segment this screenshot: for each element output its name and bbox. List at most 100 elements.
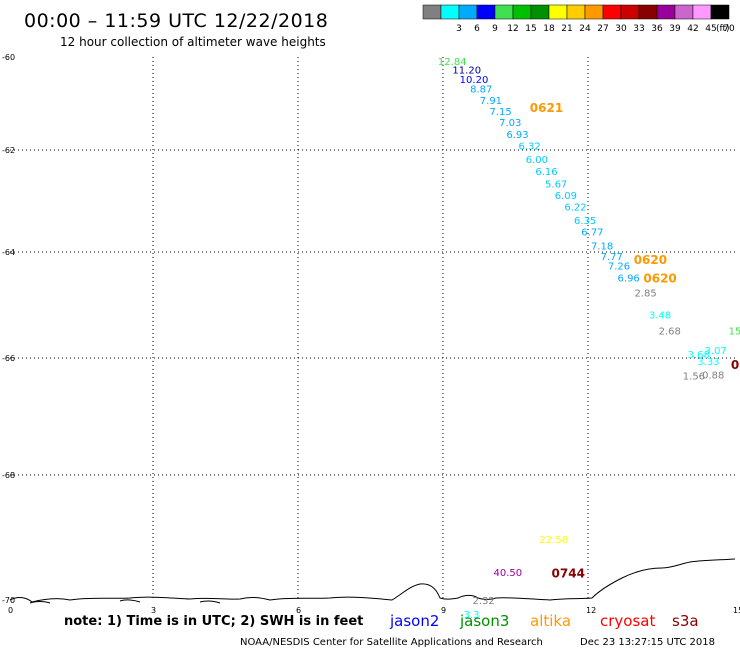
legend-bin-label: 27: [597, 24, 608, 34]
legend-swatch: [458, 4, 478, 20]
wave-height-label: 2.32: [473, 596, 495, 607]
satellite-name: jason2: [389, 612, 439, 630]
legend-bin-label: 15: [525, 24, 536, 34]
legend-bin-label: 9: [492, 24, 498, 34]
wave-height-label: 2.85: [634, 288, 656, 299]
legend-swatch: [422, 4, 442, 20]
legend-bin-label: 18: [543, 24, 555, 34]
legend-swatch: [512, 4, 532, 20]
legend-swatch: [548, 4, 568, 20]
y-tick-label: -62: [2, 146, 15, 155]
wave-height-label: 22.58: [539, 535, 568, 546]
legend-swatch: [602, 4, 622, 20]
pass-time-label: 0620: [643, 271, 676, 285]
wave-height-label: 6.35: [574, 216, 596, 227]
wave-height-label: 2.68: [659, 326, 681, 337]
wave-height-label: 7.77: [601, 252, 623, 263]
legend-swatch: [584, 4, 604, 20]
satellite-legend: jason2 jason3 altika cryosat s3a: [389, 612, 699, 630]
satellite-name: altika: [530, 612, 571, 630]
y-tick-label: -66: [2, 354, 15, 363]
x-tick-label: 15: [733, 606, 740, 615]
wave-height-label: 5.67: [545, 180, 567, 191]
wave-height-label: 6.09: [555, 191, 577, 202]
footer-timestamp: Dec 23 13:27:15 UTC 2018: [580, 637, 715, 648]
wave-height-label: 3.68: [688, 350, 710, 361]
wave-height-label: 3.07: [705, 346, 727, 357]
legend-swatch: [566, 4, 586, 20]
wave-height-label: 11.20: [452, 66, 481, 77]
wave-height-label: 1.56: [683, 372, 705, 383]
x-tick-label: 3: [151, 606, 156, 615]
wave-height-label: 12.84: [438, 57, 467, 68]
legend-bin-label: 33: [633, 24, 644, 34]
wave-height-label: 3.3: [464, 610, 480, 621]
legend-swatch: [674, 4, 694, 20]
y-tick-label: -70: [2, 596, 15, 605]
satellite-name: jason3: [459, 612, 509, 630]
wave-height-label: 7.26: [608, 261, 630, 272]
wave-height-label: 6.16: [535, 167, 557, 178]
wave-height-label: 6.00: [526, 155, 548, 166]
wave-height-label: 10.20: [460, 75, 489, 86]
x-tick-label: 6: [296, 606, 301, 615]
pass-time-label: 0621: [530, 101, 563, 115]
wave-height-label: 7.91: [480, 96, 502, 107]
y-tick-label: -68: [2, 471, 15, 480]
chart-title: 00:00 – 11:59 UTC 12/22/2018: [24, 10, 328, 32]
y-tick-label: -64: [2, 248, 15, 257]
coastline: [9, 558, 736, 604]
legend-unit-label: (ft): [716, 24, 730, 34]
legend-bin-label: 45: [705, 24, 716, 34]
legend-swatch: [476, 4, 496, 20]
legend-bin-label: 42: [687, 24, 698, 34]
wave-height-label: 6.22: [564, 203, 586, 214]
footer-note: note: 1) Time is in UTC; 2) SWH is in fe…: [64, 614, 363, 629]
wave-height-label: 3.33: [697, 357, 719, 368]
legend-swatch: [656, 4, 676, 20]
wave-height-label: 15: [729, 326, 740, 337]
legend-bin-label: 39: [669, 24, 681, 34]
wave-height-label: 0.88: [702, 370, 724, 381]
x-tick-label: 9: [441, 606, 446, 615]
grid-lines: [10, 57, 735, 600]
satellite-name: s3a: [672, 612, 699, 630]
wave-height-label: 8.87: [470, 85, 492, 96]
pass-time-label: 0620: [634, 253, 667, 267]
legend-bin-label: 24: [579, 24, 591, 34]
footer-credit: NOAA/NESDIS Center for Satellite Applica…: [240, 637, 543, 648]
x-tick-label: 0: [8, 606, 13, 615]
legend-swatch: [620, 4, 640, 20]
chart-subtitle: 12 hour collection of altimeter wave hei…: [60, 35, 326, 49]
wave-height-label: 6.93: [506, 130, 528, 141]
legend-bin-label: 12: [507, 24, 518, 34]
pass-time-label: 0: [731, 358, 739, 372]
color-legend: 3 6 9 12 15 18 21 24 27 30 33 36 39 42 45 70: [422, 4, 735, 34]
wave-height-label: 7.15: [489, 107, 511, 118]
legend-bin-label: 36: [651, 24, 663, 34]
legend-swatch: [494, 4, 514, 20]
y-tick-label: -60: [2, 53, 15, 62]
legend-swatch: [710, 4, 730, 20]
x-tick-label: 12: [586, 606, 596, 615]
wave-height-label: 6.96: [618, 273, 640, 284]
wave-height-label: 40.50: [494, 568, 523, 579]
satellite-name: cryosat: [600, 612, 655, 630]
legend-swatch: [530, 4, 550, 20]
legend-bin-label: 6: [474, 24, 480, 34]
legend-bin-label: 70: [723, 24, 735, 34]
legend-bin-label: 21: [561, 24, 572, 34]
wave-height-label: 7.18: [591, 241, 613, 252]
legend-swatch: [692, 4, 712, 20]
legend-swatch: [638, 4, 658, 20]
legend-swatch: [440, 4, 460, 20]
wave-height-label: 6.77: [581, 228, 603, 239]
wave-height-label: 3.48: [649, 311, 671, 322]
axis-ticks: -60-62-64-66-68-7003691215: [2, 53, 740, 615]
legend-bin-label: 30: [615, 24, 627, 34]
wave-height-label: 7.03: [499, 118, 521, 129]
wave-height-label: 6.32: [518, 141, 540, 152]
pass-labels: 0621 0620 0620 0744 0: [530, 101, 739, 580]
